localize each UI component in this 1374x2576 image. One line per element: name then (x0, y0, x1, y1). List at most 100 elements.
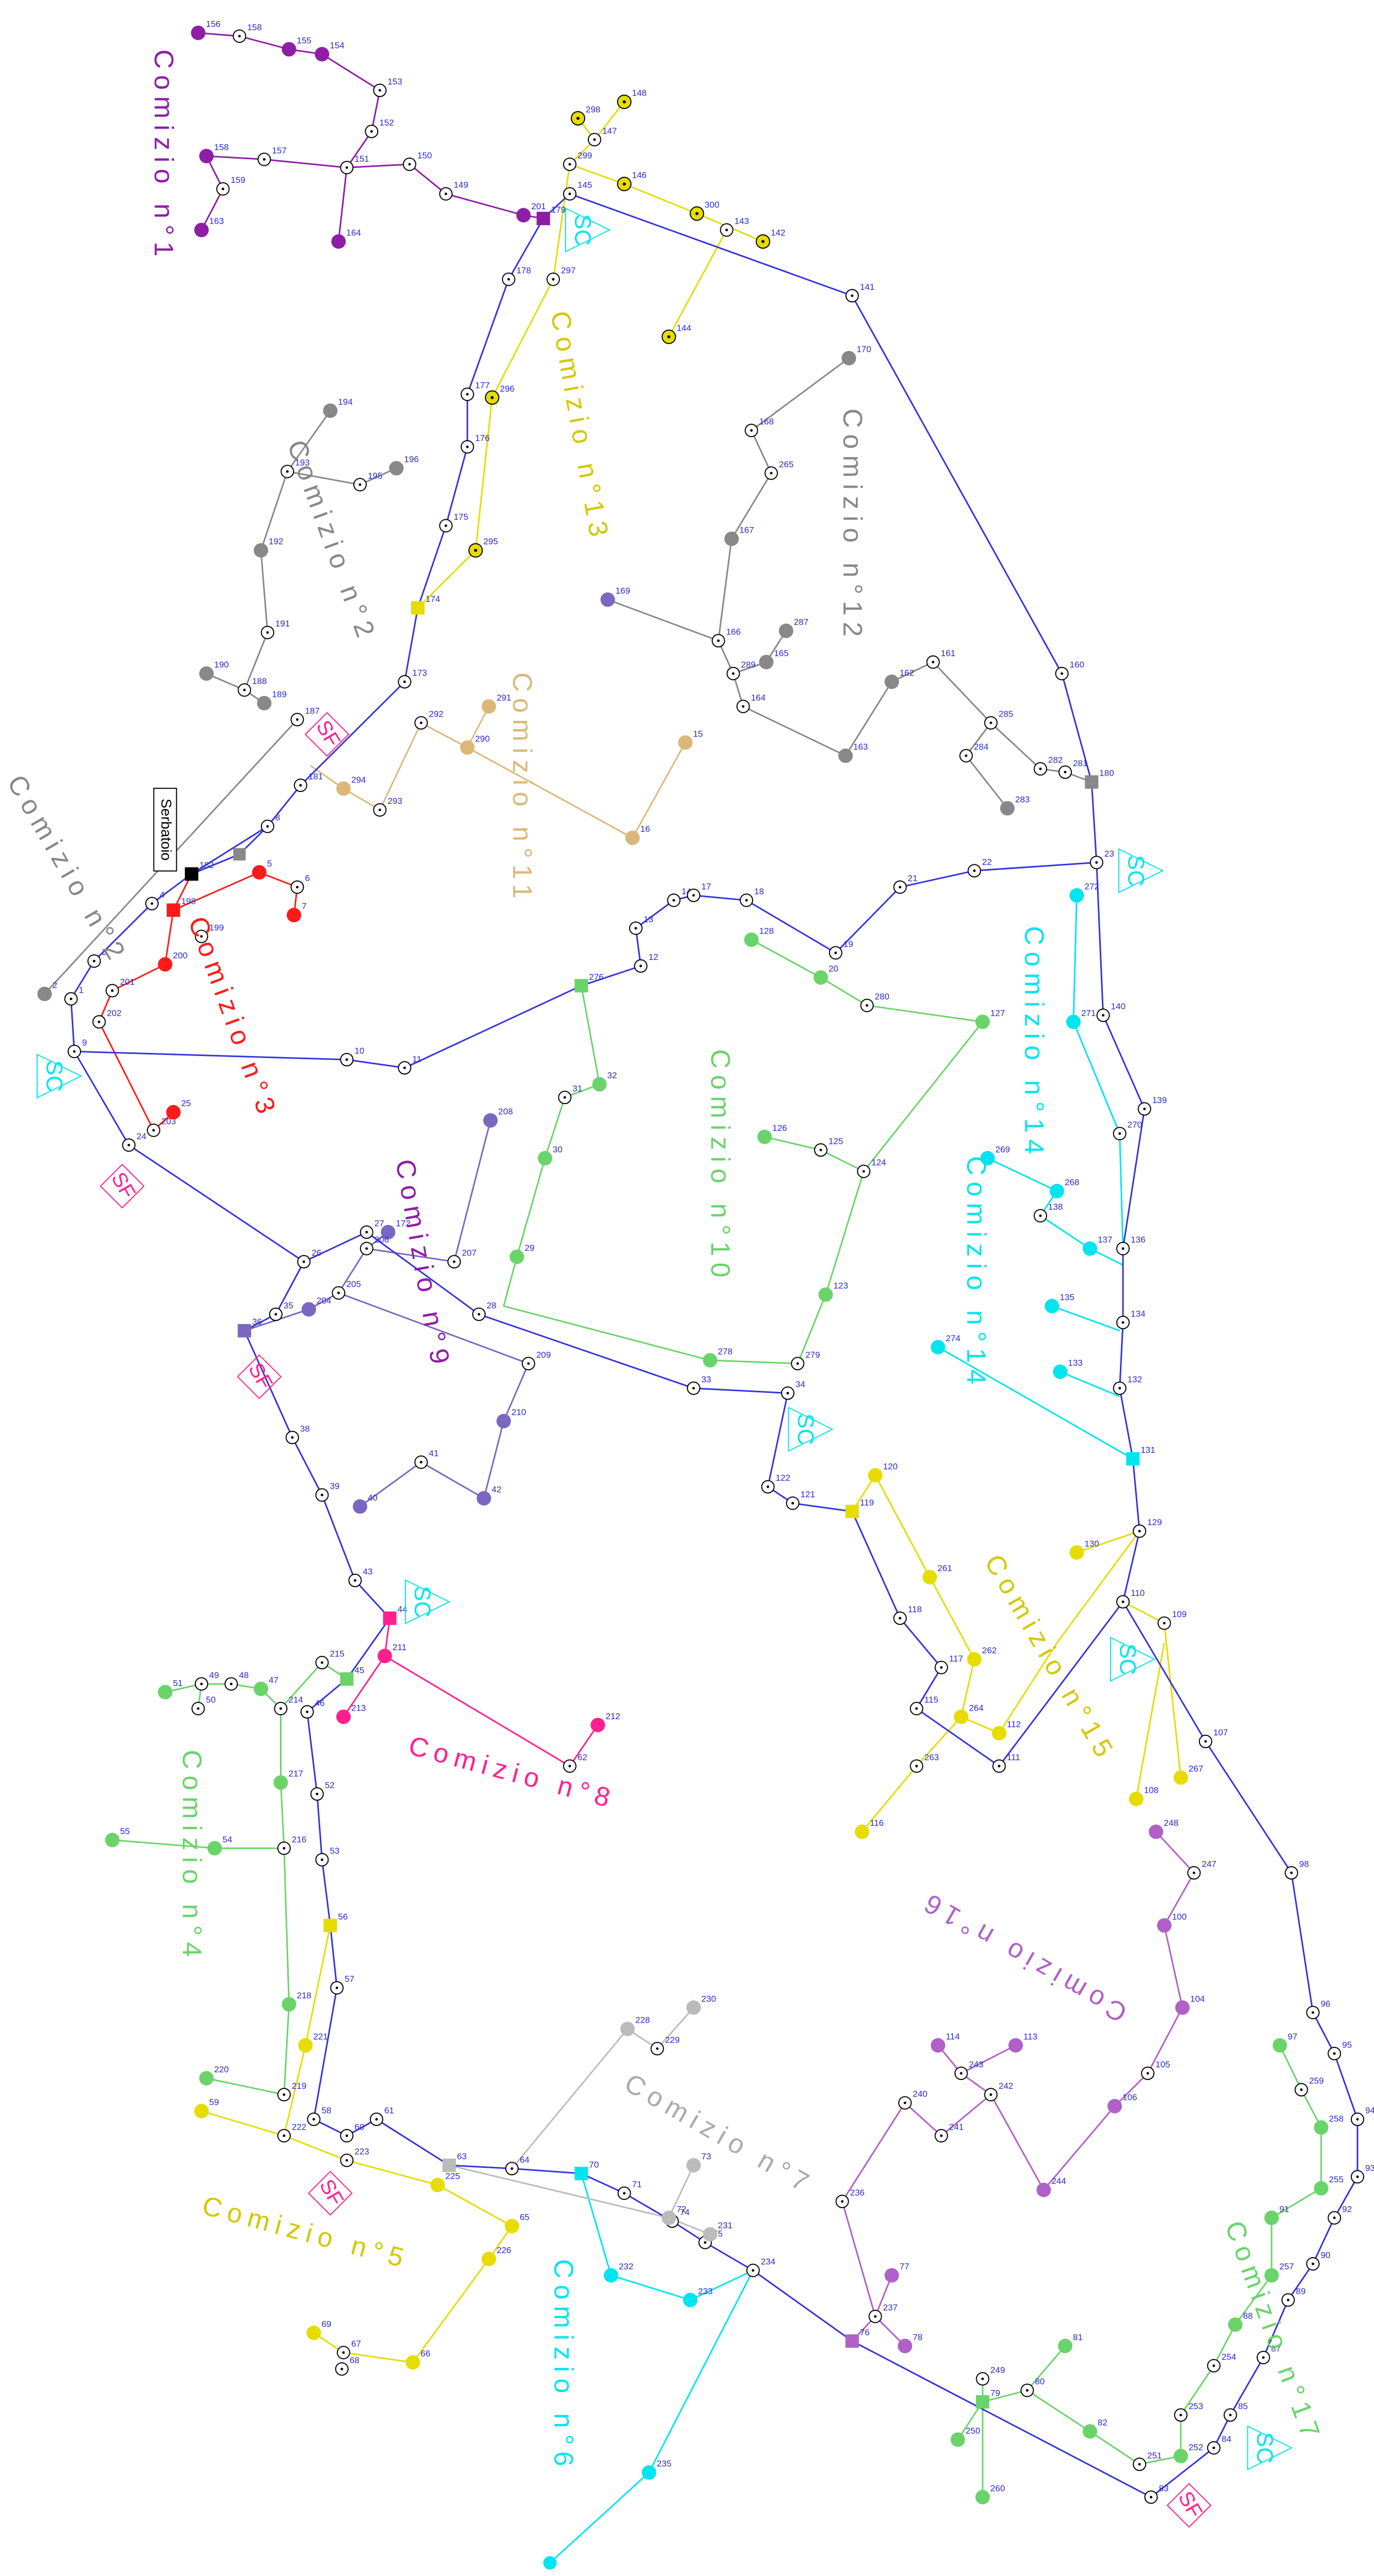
node (166, 1105, 181, 1120)
node (1053, 1364, 1068, 1379)
node-label: 148 (632, 88, 647, 98)
node (477, 1491, 491, 1506)
node (496, 1414, 511, 1429)
node-dot (593, 138, 596, 141)
node-label: 127 (990, 1008, 1005, 1018)
node-dot (291, 1436, 293, 1439)
node-label: 108 (1144, 1785, 1159, 1795)
node-label: 198 (181, 896, 196, 906)
node-label: 68 (350, 2355, 360, 2365)
node-dot (851, 294, 853, 297)
node-label: 149 (454, 180, 468, 190)
node-dot (354, 1579, 356, 1582)
node-label: 228 (635, 2015, 650, 2025)
node-dot (491, 396, 494, 399)
node (1314, 2120, 1329, 2135)
node-label: 122 (776, 1473, 790, 1483)
node (282, 42, 296, 56)
node-label: 34 (795, 1379, 805, 1389)
node-label: 169 (616, 586, 630, 596)
node-label: 221 (313, 2031, 327, 2041)
node-dot (1333, 2052, 1336, 2055)
node (620, 2022, 635, 2036)
node-dot (98, 1020, 100, 1023)
node-dot (623, 2192, 626, 2195)
node-label: 161 (941, 648, 955, 658)
node-label: 106 (1122, 2092, 1137, 2102)
node (1314, 2181, 1329, 2196)
node (1264, 2211, 1279, 2225)
node (505, 2219, 519, 2233)
node-dot (725, 229, 728, 231)
node-label: 180 (1099, 768, 1114, 778)
node (592, 1077, 607, 1092)
node-label: 81 (1073, 2332, 1083, 2342)
node-label: 182 (199, 860, 214, 870)
node (274, 1775, 288, 1790)
node-label: 36 (252, 1317, 262, 1327)
node-label: 95 (1342, 2040, 1352, 2050)
node-label: 8 (275, 813, 280, 823)
node-label: 209 (536, 1350, 551, 1360)
node-label: 146 (632, 170, 647, 180)
node-dot (408, 163, 411, 165)
node-label: 262 (982, 1646, 996, 1655)
node-label: 279 (805, 1350, 820, 1360)
node (1070, 888, 1084, 903)
node-dot (1118, 1132, 1121, 1135)
node-label: 59 (209, 2098, 219, 2107)
node-label: 20 (829, 964, 838, 973)
node-label: 241 (949, 2122, 963, 2132)
node-dot (742, 705, 744, 708)
node (604, 2268, 618, 2283)
node-dot (321, 1858, 323, 1861)
node-label: 247 (1202, 1859, 1216, 1869)
node-dot (403, 680, 406, 683)
node-dot (990, 2093, 992, 2096)
node-dot (346, 166, 348, 169)
node-dot (767, 1485, 769, 1488)
node (481, 699, 496, 713)
node-dot (1122, 1247, 1125, 1250)
zone-label: Comizio n°10 (705, 1049, 735, 1284)
node-label: 297 (561, 266, 575, 275)
node-label: 225 (445, 2171, 460, 2181)
node-label: 287 (794, 617, 808, 627)
node (686, 2000, 701, 2015)
node-dot (564, 1096, 566, 1099)
node-label: 17 (701, 882, 711, 892)
node (1175, 2000, 1190, 2015)
sc-label: SC (793, 1414, 818, 1445)
node-dot (623, 182, 626, 185)
node (185, 867, 198, 881)
node-label: 31 (572, 1084, 582, 1094)
node-label: 22 (982, 857, 992, 867)
node-dot (899, 1617, 901, 1620)
node-dot (266, 825, 269, 828)
node-label: 147 (602, 126, 617, 136)
node (703, 1353, 717, 1368)
node-label: 253 (1189, 2401, 1203, 2411)
zone-label: Comizio n°14 (1019, 926, 1049, 1160)
sc-label: SC (410, 1586, 435, 1618)
node-label: 57 (345, 1974, 354, 1984)
node-label: 178 (517, 266, 531, 275)
node-label: 237 (883, 2303, 897, 2313)
node-dot (445, 524, 447, 527)
node-dot (128, 1144, 130, 1146)
node-label: 150 (417, 150, 432, 160)
node-label: 280 (875, 992, 889, 1002)
node (779, 624, 793, 638)
node-label: 223 (354, 2147, 369, 2156)
node-dot (283, 2134, 285, 2137)
node-dot (279, 1708, 282, 1710)
node-label: 140 (1111, 1002, 1126, 1012)
node-label: 32 (607, 1070, 617, 1080)
node-dot (1163, 1622, 1165, 1624)
node (306, 2325, 321, 2340)
node-label: 72 (677, 2204, 686, 2214)
node-label: 259 (1309, 2076, 1323, 2086)
node (884, 2268, 899, 2283)
node (383, 1611, 397, 1625)
node-label: 90 (1321, 2250, 1331, 2260)
